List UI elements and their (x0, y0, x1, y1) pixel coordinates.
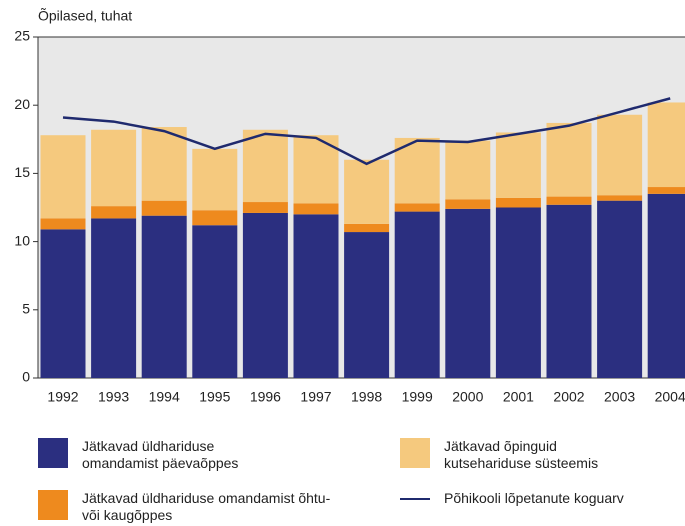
bar-segment (344, 223, 390, 233)
bar-segment (141, 127, 187, 201)
bar-segment (546, 122, 592, 197)
bar-segment (91, 206, 137, 219)
x-tick-label: 1996 (250, 389, 281, 405)
y-tick-label: 15 (14, 164, 30, 180)
bar-segment (445, 208, 491, 378)
x-tick-label: 1999 (402, 389, 433, 405)
legend-label: Jätkavad üldhariduse omandamist õhtu- võ… (82, 490, 331, 523)
bar-segment (192, 210, 238, 226)
bar-segment (293, 214, 339, 378)
legend-swatch (400, 438, 430, 468)
bar-segment (40, 218, 86, 230)
legend-label: Jätkavad õpinguid kutsehariduse süsteemi… (444, 438, 599, 471)
bar-segment (445, 140, 491, 200)
y-tick-label: 20 (14, 96, 30, 112)
y-axis-title: Õpilased, tuhat (38, 8, 132, 24)
bar-segment (192, 148, 238, 211)
x-tick-label: 1998 (351, 389, 382, 405)
x-tick-label: 2004 (655, 389, 685, 405)
bar-segment (293, 203, 339, 215)
y-tick-label: 0 (22, 369, 30, 385)
x-tick-label: 2000 (452, 389, 483, 405)
bar-segment (242, 129, 288, 203)
bar-segment (597, 200, 643, 378)
x-tick-label: 2001 (503, 389, 534, 405)
bar-segment (546, 204, 592, 378)
x-tick-label: 2003 (604, 389, 635, 405)
bar-segment (192, 225, 238, 378)
bar-segment (546, 196, 592, 205)
bar-segment (445, 199, 491, 209)
bar-segment (91, 129, 137, 207)
line-series (62, 97, 671, 166)
x-tick-label: 1992 (47, 389, 78, 405)
bar-segment (394, 203, 440, 212)
bar-segment (344, 232, 390, 378)
x-tick-label: 1995 (199, 389, 230, 405)
legend-swatch (38, 438, 68, 468)
bar-segment (40, 229, 86, 378)
legend-swatch (400, 498, 430, 500)
bar-segment (242, 202, 288, 213)
bar-segment (91, 218, 137, 378)
bar-segment (242, 212, 288, 378)
bar-segment (344, 159, 390, 224)
legend-swatch (38, 490, 68, 520)
legend-item: Jätkavad õpinguid kutsehariduse süsteemi… (400, 438, 644, 472)
legend-item: Jätkavad üldhariduse omandamist päevaõpp… (38, 438, 257, 472)
bar-segment (495, 197, 541, 208)
bar-segment (394, 211, 440, 378)
y-tick-label: 25 (14, 28, 30, 44)
legend-label: Põhikooli lõpetanute koguarv (444, 490, 624, 506)
legend-item: Põhikooli lõpetanute koguarv (400, 490, 685, 507)
x-tick-label: 2002 (553, 389, 584, 405)
bar-segment (141, 215, 187, 378)
chart: Õpilased, tuhat 0 5 10 15 20 25 1992 1993 1994 19… (14, 8, 685, 405)
legend-label: Jätkavad üldhariduse omandamist päevaõpp… (82, 438, 239, 471)
bar-segment (597, 114, 643, 196)
bar-segment (647, 102, 685, 188)
bar-segment (597, 195, 643, 201)
y-tick-label: 5 (22, 301, 30, 317)
legend-item: Jätkavad üldhariduse omandamist õhtu- võ… (38, 490, 332, 524)
bar-segment (495, 207, 541, 378)
bar-segment (647, 187, 685, 194)
x-tick-label: 1997 (300, 389, 331, 405)
x-tick-label: 1994 (149, 389, 180, 405)
bar-segment (495, 132, 541, 198)
y-tick-label: 10 (14, 232, 30, 248)
bar-segment (40, 135, 86, 219)
x-tick-label: 1993 (98, 389, 129, 405)
bar-segment (647, 193, 685, 378)
bar-segment (141, 200, 187, 216)
